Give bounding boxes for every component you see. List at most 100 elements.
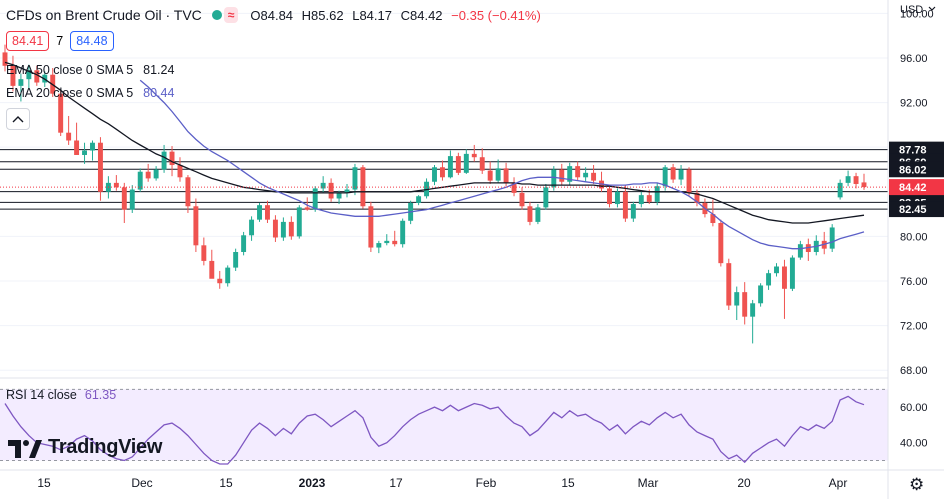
candle-body[interactable] bbox=[328, 182, 334, 199]
candle-body[interactable] bbox=[201, 245, 207, 261]
candle-body[interactable] bbox=[18, 79, 24, 86]
candle-body[interactable] bbox=[129, 189, 135, 210]
candle-body[interactable] bbox=[137, 171, 143, 190]
candle-body[interactable] bbox=[113, 182, 119, 188]
ema50-legend[interactable]: EMA 50 close 0 SMA 5 81.24 bbox=[6, 63, 174, 77]
collapse-legend-button[interactable] bbox=[6, 108, 30, 130]
candle-body[interactable] bbox=[82, 150, 88, 155]
candle-body[interactable] bbox=[447, 156, 453, 178]
candle-body[interactable] bbox=[217, 278, 223, 284]
candle-body[interactable] bbox=[543, 187, 549, 208]
candle-body[interactable] bbox=[34, 70, 40, 83]
candle-body[interactable] bbox=[781, 266, 787, 289]
candle-body[interactable] bbox=[567, 166, 573, 182]
symbol-title[interactable]: CFDs on Brent Crude Oil · TVC bbox=[6, 7, 202, 23]
candle-body[interactable] bbox=[241, 235, 247, 252]
candle-body[interactable] bbox=[193, 206, 199, 246]
candle-body[interactable] bbox=[527, 206, 533, 222]
candle-body[interactable] bbox=[249, 219, 255, 236]
candle-body[interactable] bbox=[710, 214, 716, 224]
candle-body[interactable] bbox=[583, 172, 589, 178]
candle-body[interactable] bbox=[479, 157, 485, 171]
candle-body[interactable] bbox=[97, 142, 103, 192]
candle-body[interactable] bbox=[66, 132, 72, 141]
candle-body[interactable] bbox=[853, 176, 859, 184]
candle-body[interactable] bbox=[654, 186, 660, 202]
candle-body[interactable] bbox=[392, 240, 398, 245]
ema20-legend[interactable]: EMA 20 close 0 SMA 5 80.44 bbox=[6, 86, 174, 100]
currency-label[interactable]: USD bbox=[900, 4, 923, 16]
candle-body[interactable] bbox=[511, 182, 517, 193]
candle-body[interactable] bbox=[225, 267, 231, 284]
candle-body[interactable] bbox=[416, 196, 422, 203]
candle-body[interactable] bbox=[90, 142, 95, 151]
candle-body[interactable] bbox=[837, 182, 843, 198]
candle-body[interactable] bbox=[774, 266, 779, 274]
candle-body[interactable] bbox=[638, 195, 644, 205]
candle-body[interactable] bbox=[432, 167, 437, 182]
candle-body[interactable] bbox=[487, 170, 493, 181]
candle-body[interactable] bbox=[750, 303, 756, 317]
currency-chevron-icon[interactable] bbox=[928, 6, 936, 11]
candle-body[interactable] bbox=[312, 188, 318, 210]
candle-body[interactable] bbox=[519, 192, 525, 207]
candle-body[interactable] bbox=[384, 240, 390, 244]
rsi-legend[interactable]: RSI 14 close 61.35 bbox=[6, 388, 116, 402]
candle-body[interactable] bbox=[74, 140, 80, 155]
time-axis[interactable]: 15 Dec 15 2023 17 Feb 15 Mar 20 Apr bbox=[37, 476, 847, 490]
candle-body[interactable] bbox=[368, 206, 374, 248]
candle-body[interactable] bbox=[535, 207, 541, 222]
candle-body[interactable] bbox=[177, 165, 183, 178]
price-axis[interactable]: 68.00 72.00 76.00 80.00 92.00 96.00 100.00 bbox=[900, 8, 934, 377]
buy-button[interactable]: 84.48 bbox=[70, 31, 114, 51]
candle-body[interactable] bbox=[630, 204, 636, 219]
candle-body[interactable] bbox=[471, 153, 477, 158]
candle-body[interactable] bbox=[185, 177, 191, 207]
candle-body[interactable] bbox=[272, 219, 278, 238]
candle-body[interactable] bbox=[845, 176, 851, 183]
candle-body[interactable] bbox=[614, 191, 620, 205]
candle-body[interactable] bbox=[861, 182, 867, 188]
sell-button[interactable]: 84.41 bbox=[6, 31, 50, 51]
candle-body[interactable] bbox=[742, 292, 748, 317]
candle-body[interactable] bbox=[686, 169, 692, 193]
candle-body[interactable] bbox=[591, 172, 597, 181]
candle-body[interactable] bbox=[10, 65, 16, 86]
candle-body[interactable] bbox=[734, 292, 740, 306]
candle-body[interactable] bbox=[376, 243, 382, 248]
candle-body[interactable] bbox=[360, 167, 366, 207]
candle-body[interactable] bbox=[2, 52, 8, 66]
candle-body[interactable] bbox=[678, 169, 684, 180]
candle-body[interactable] bbox=[718, 223, 724, 264]
candle-body[interactable] bbox=[288, 221, 294, 237]
candle-body[interactable] bbox=[344, 189, 350, 193]
candle-body[interactable] bbox=[622, 191, 628, 219]
candle-body[interactable] bbox=[320, 182, 326, 189]
candle-body[interactable] bbox=[58, 93, 64, 133]
candle-body[interactable] bbox=[352, 167, 358, 190]
candle-body[interactable] bbox=[296, 207, 302, 237]
candle-body[interactable] bbox=[766, 273, 772, 286]
candle-body[interactable] bbox=[265, 205, 270, 220]
candle-body[interactable] bbox=[121, 187, 127, 210]
candle-body[interactable] bbox=[694, 192, 700, 203]
candle-body[interactable] bbox=[829, 227, 835, 249]
tradingview-logo[interactable]: TradingView bbox=[8, 436, 162, 459]
candle-body[interactable] bbox=[559, 169, 565, 182]
candle-body[interactable] bbox=[503, 168, 509, 183]
candle-body[interactable] bbox=[662, 167, 668, 187]
candle-body[interactable] bbox=[797, 244, 803, 258]
candle-body[interactable] bbox=[551, 169, 557, 188]
candle-body[interactable] bbox=[646, 195, 652, 202]
candle-body[interactable] bbox=[439, 167, 445, 178]
candle-body[interactable] bbox=[758, 285, 764, 304]
candle-body[interactable] bbox=[336, 192, 342, 199]
candle-body[interactable] bbox=[726, 263, 732, 306]
gear-icon[interactable]: ⚙ bbox=[909, 475, 925, 494]
candle-body[interactable] bbox=[495, 168, 501, 181]
candle-body[interactable] bbox=[169, 151, 175, 166]
candle-body[interactable] bbox=[257, 205, 262, 220]
candle-body[interactable] bbox=[575, 166, 581, 178]
candle-body[interactable] bbox=[145, 171, 151, 179]
